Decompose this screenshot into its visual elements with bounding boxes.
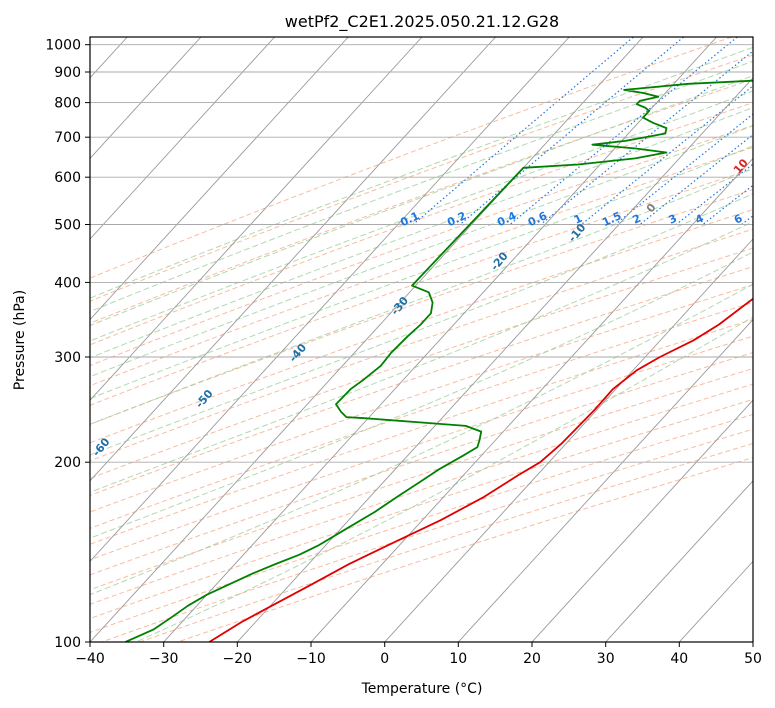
isotherm-line — [90, 37, 349, 321]
mixing-ratio-lines — [412, 37, 753, 225]
isotherm-line — [457, 318, 753, 642]
moist-adiabat-line — [90, 167, 753, 425]
x-tick-label: 50 — [744, 651, 762, 667]
y-tick-label: 600 — [54, 170, 81, 186]
y-tick-label: 700 — [54, 130, 81, 146]
isotherm-line — [531, 399, 753, 642]
mixing-ratio-line — [412, 37, 635, 225]
dry-adiabat-line — [90, 168, 753, 406]
x-tick-label: −10 — [296, 651, 326, 667]
moist-adiabat-line — [90, 193, 753, 456]
moist-adiabat-line — [90, 60, 753, 313]
chart-title: wetPf2_C2E1.2025.050.21.12.G28 — [285, 12, 559, 32]
moist-adiabat-line — [90, 145, 753, 400]
y-axis-label: Pressure (hPa) — [12, 290, 28, 390]
x-tick-label: −30 — [149, 651, 179, 667]
x-axis-label: Temperature (°C) — [361, 681, 483, 697]
moist-adiabat-line — [90, 75, 753, 327]
moist-adiabats — [90, 46, 753, 642]
x-tick-label: −40 — [75, 651, 105, 667]
temperature-profile-line — [208, 297, 753, 642]
moist-adiabat-line — [90, 251, 753, 539]
dry-adiabat-line — [90, 78, 753, 324]
y-tick-label: 200 — [54, 455, 81, 471]
dry-adiabat-line — [90, 318, 753, 545]
dry-adiabat-line — [90, 37, 732, 279]
moist-adiabat-line — [90, 221, 753, 493]
moist-adiabat-line — [90, 106, 753, 359]
isotherm-line — [163, 37, 717, 642]
y-tick-label: 100 — [54, 635, 81, 651]
isotherm-line — [236, 77, 753, 642]
y-axis: 100 200 300 400 500 600 700 800 900 1000 — [45, 38, 90, 651]
dry-adiabat-line — [139, 442, 753, 642]
isotherm-line — [90, 37, 275, 240]
y-tick-label: 500 — [54, 218, 81, 234]
sounding-profiles — [125, 79, 753, 642]
dry-adiabat-line — [90, 209, 753, 444]
moist-adiabat-line — [90, 90, 753, 342]
y-tick-label: 900 — [54, 65, 81, 81]
y-tick-label: 400 — [54, 275, 81, 291]
isotherm-line — [310, 157, 753, 642]
y-tick-label: 800 — [54, 96, 81, 112]
dry-adiabat-line — [90, 413, 753, 633]
x-tick-label: 30 — [597, 651, 615, 667]
isotherms — [90, 37, 753, 642]
moist-adiabat-line — [90, 46, 753, 299]
dry-adiabat-line — [90, 335, 753, 561]
mixing-ratio-line — [675, 163, 753, 225]
x-tick-label: 10 — [449, 651, 467, 667]
dry-adiabat-line — [90, 247, 753, 479]
isotherm-line — [384, 238, 753, 642]
x-tick-label: 20 — [523, 651, 541, 667]
dry-adiabat-line — [90, 352, 753, 576]
y-tick-label: 300 — [54, 350, 81, 366]
dry-adiabat-line — [90, 301, 753, 529]
x-tick-label: 40 — [670, 651, 688, 667]
dewpoint-profile-line — [125, 79, 753, 642]
dry-adiabat-line — [90, 54, 753, 302]
dry-adiabat-line — [90, 284, 753, 513]
dry-adiabat-line — [90, 124, 753, 367]
plot-frame — [89, 36, 754, 643]
mixing-ratio-line — [509, 37, 739, 225]
x-tick-label: 0 — [380, 651, 389, 667]
isotherm-line — [90, 37, 570, 563]
dry-adiabat-line — [90, 398, 753, 620]
isotherm-line — [90, 37, 496, 482]
isotherm-line — [90, 37, 644, 642]
isotherm-line — [605, 480, 753, 642]
isotherm-line — [90, 37, 423, 401]
isotherm-line — [90, 37, 202, 160]
x-tick-label: −20 — [223, 651, 253, 667]
x-axis: −40 −30 −20 −10 0 10 20 30 40 50 — [75, 642, 762, 667]
y-tick-label: 1000 — [45, 38, 81, 54]
dry-adiabat-line — [90, 102, 753, 346]
plot-area: 0.10.20.40.611.52346810131620253036-100-… — [90, 37, 753, 642]
mixing-ratio-line — [540, 50, 753, 225]
